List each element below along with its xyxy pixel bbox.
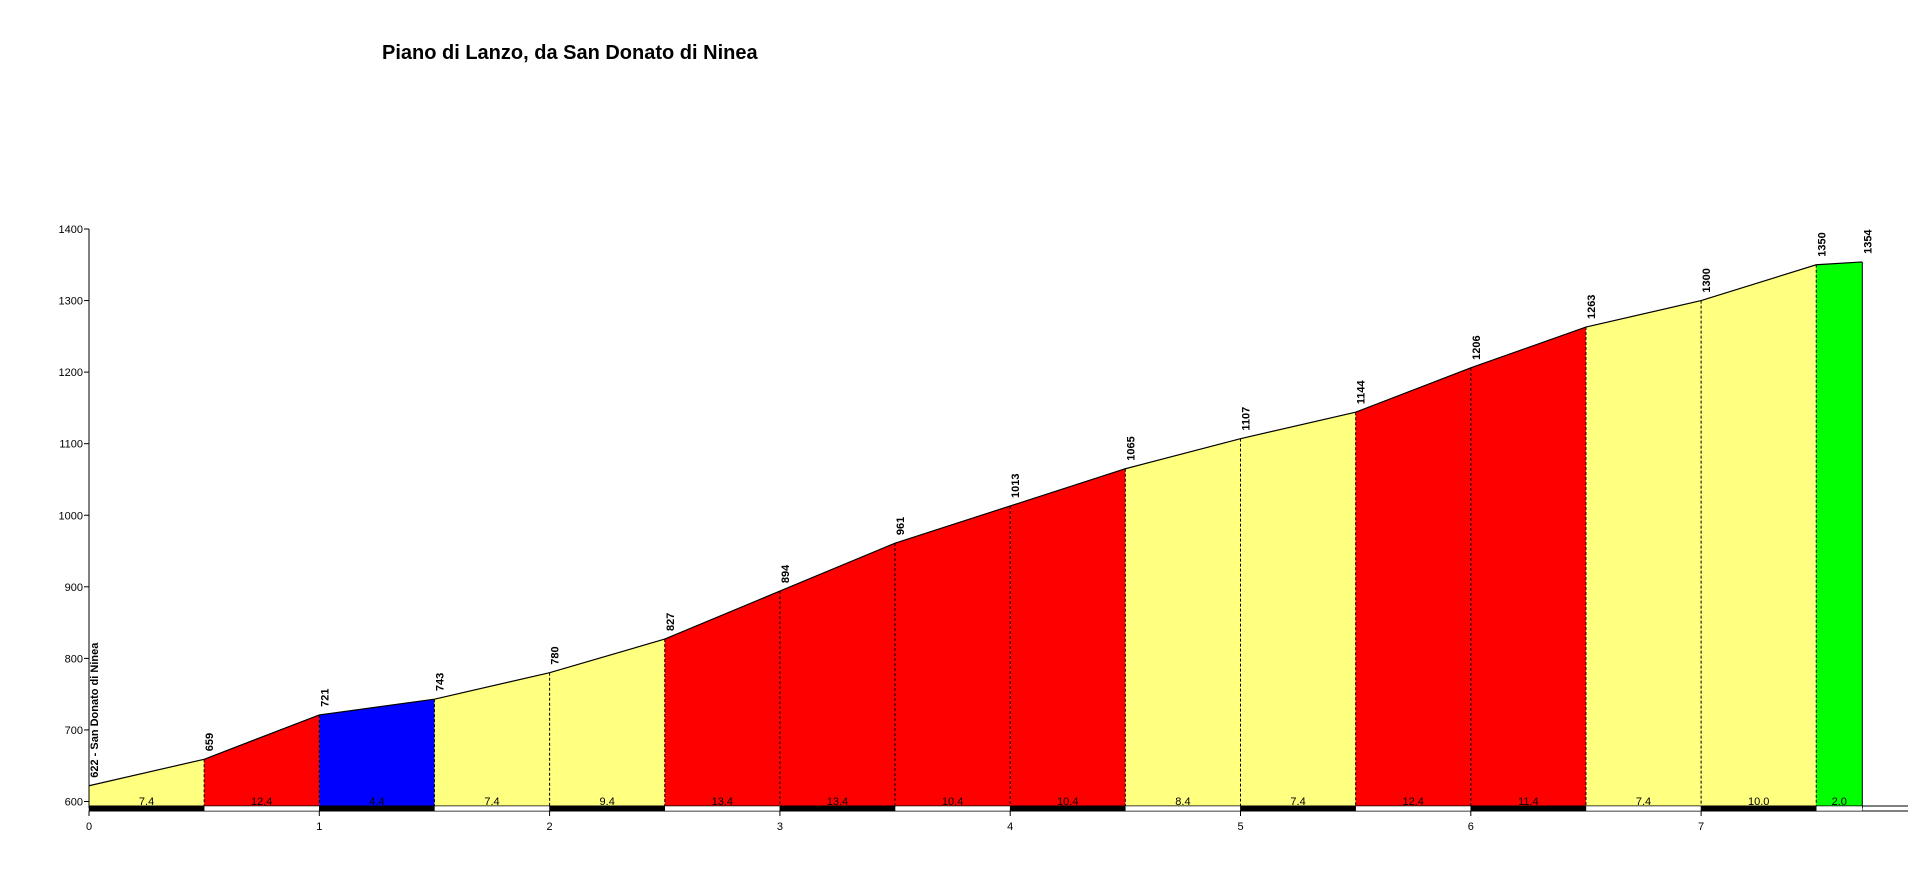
gradient-label-10: 7.4 <box>1290 796 1305 808</box>
elevation-label-11: 1144 <box>1356 379 1368 404</box>
gradient-label-9: 8.4 <box>1175 796 1190 808</box>
elevation-label-6: 894 <box>780 564 792 583</box>
elevation-label-0: 622 - San Donato di Ninea <box>89 642 101 778</box>
gradient-label-8: 10.4 <box>1057 796 1078 808</box>
y-tick-label-900: 900 <box>65 582 83 594</box>
profile-segment-2 <box>319 699 435 808</box>
profile-segment-8 <box>1010 468 1126 808</box>
y-tick-label-800: 800 <box>65 653 83 665</box>
x-tick-label-4: 4 <box>1007 821 1013 833</box>
profile-segment-13 <box>1585 300 1702 808</box>
gradient-label-1: 12.4 <box>251 796 272 808</box>
profile-segment-3 <box>434 672 550 808</box>
profile-segment-15 <box>1816 261 1863 808</box>
gradient-label-15: 2.0 <box>1832 796 1847 808</box>
gradient-label-2: 4.4 <box>369 796 384 808</box>
x-tick-label-2: 2 <box>547 821 553 833</box>
elevation-label-9: 1065 <box>1125 436 1137 460</box>
elevation-label-4: 780 <box>550 646 562 664</box>
x-tick-label-0: 0 <box>86 821 92 833</box>
y-tick-label-600: 600 <box>65 797 83 809</box>
elevation-label-8: 1013 <box>1010 473 1022 497</box>
elevation-label-12: 1206 <box>1471 335 1483 359</box>
profile-segment-9 <box>1125 438 1241 808</box>
y-tick-label-1400: 1400 <box>59 224 83 236</box>
elevation-label-1: 659 <box>204 733 216 751</box>
gradient-label-3: 7.4 <box>484 796 499 808</box>
x-band-segment-15 <box>1816 805 1863 812</box>
elevation-label-5: 827 <box>665 613 677 631</box>
profile-segment-7 <box>895 505 1011 808</box>
y-tick-label-1100: 1100 <box>59 439 83 451</box>
x-tick-label-3: 3 <box>777 821 783 833</box>
x-tick-label-1: 1 <box>316 821 322 833</box>
profile-segment-0 <box>89 759 205 808</box>
gradient-label-14: 10.0 <box>1748 796 1769 808</box>
profile-segment-1 <box>204 714 320 808</box>
elevation-label-7: 961 <box>895 517 907 535</box>
profile-segment-5 <box>664 591 780 808</box>
y-tick-label-1300: 1300 <box>59 296 83 308</box>
elevation-label-13: 1263 <box>1586 295 1598 319</box>
chart-title: Piano di Lanzo, da San Donato di Ninea <box>382 42 758 64</box>
elevation-label-15: 1350 <box>1816 232 1828 256</box>
gradient-label-7: 10.4 <box>942 796 963 808</box>
gradient-label-0: 7.4 <box>139 796 154 808</box>
profile-segment-11 <box>1355 367 1471 808</box>
profile-segment-12 <box>1470 327 1586 808</box>
gradient-label-11: 12.4 <box>1403 796 1424 808</box>
profile-segment-14 <box>1701 264 1817 808</box>
profile-segment-10 <box>1240 412 1356 808</box>
x-tick-label-6: 6 <box>1468 821 1474 833</box>
y-tick-label-1000: 1000 <box>59 510 83 522</box>
gradient-label-6: 13.4 <box>827 796 848 808</box>
y-tick-label-700: 700 <box>65 725 83 737</box>
elevation-label-3: 743 <box>434 673 446 691</box>
gradient-label-5: 13.4 <box>712 796 733 808</box>
elevation-label-10: 1107 <box>1241 407 1253 431</box>
elevation-label-14: 1300 <box>1701 268 1713 292</box>
y-tick-label-1200: 1200 <box>59 367 83 379</box>
profile-outline <box>88 261 1863 787</box>
elevation-label-2: 721 <box>319 689 331 707</box>
x-tick-label-5: 5 <box>1237 821 1243 833</box>
gradient-label-13: 7.4 <box>1636 796 1651 808</box>
elevation-label-16: 1354 <box>1862 229 1874 254</box>
gradient-label-4: 9.4 <box>600 796 615 808</box>
gradient-label-12: 11.4 <box>1518 796 1539 808</box>
x-tick-label-7: 7 <box>1698 821 1704 833</box>
profile-segment-6 <box>779 543 896 808</box>
profile-segment-4 <box>549 639 665 808</box>
